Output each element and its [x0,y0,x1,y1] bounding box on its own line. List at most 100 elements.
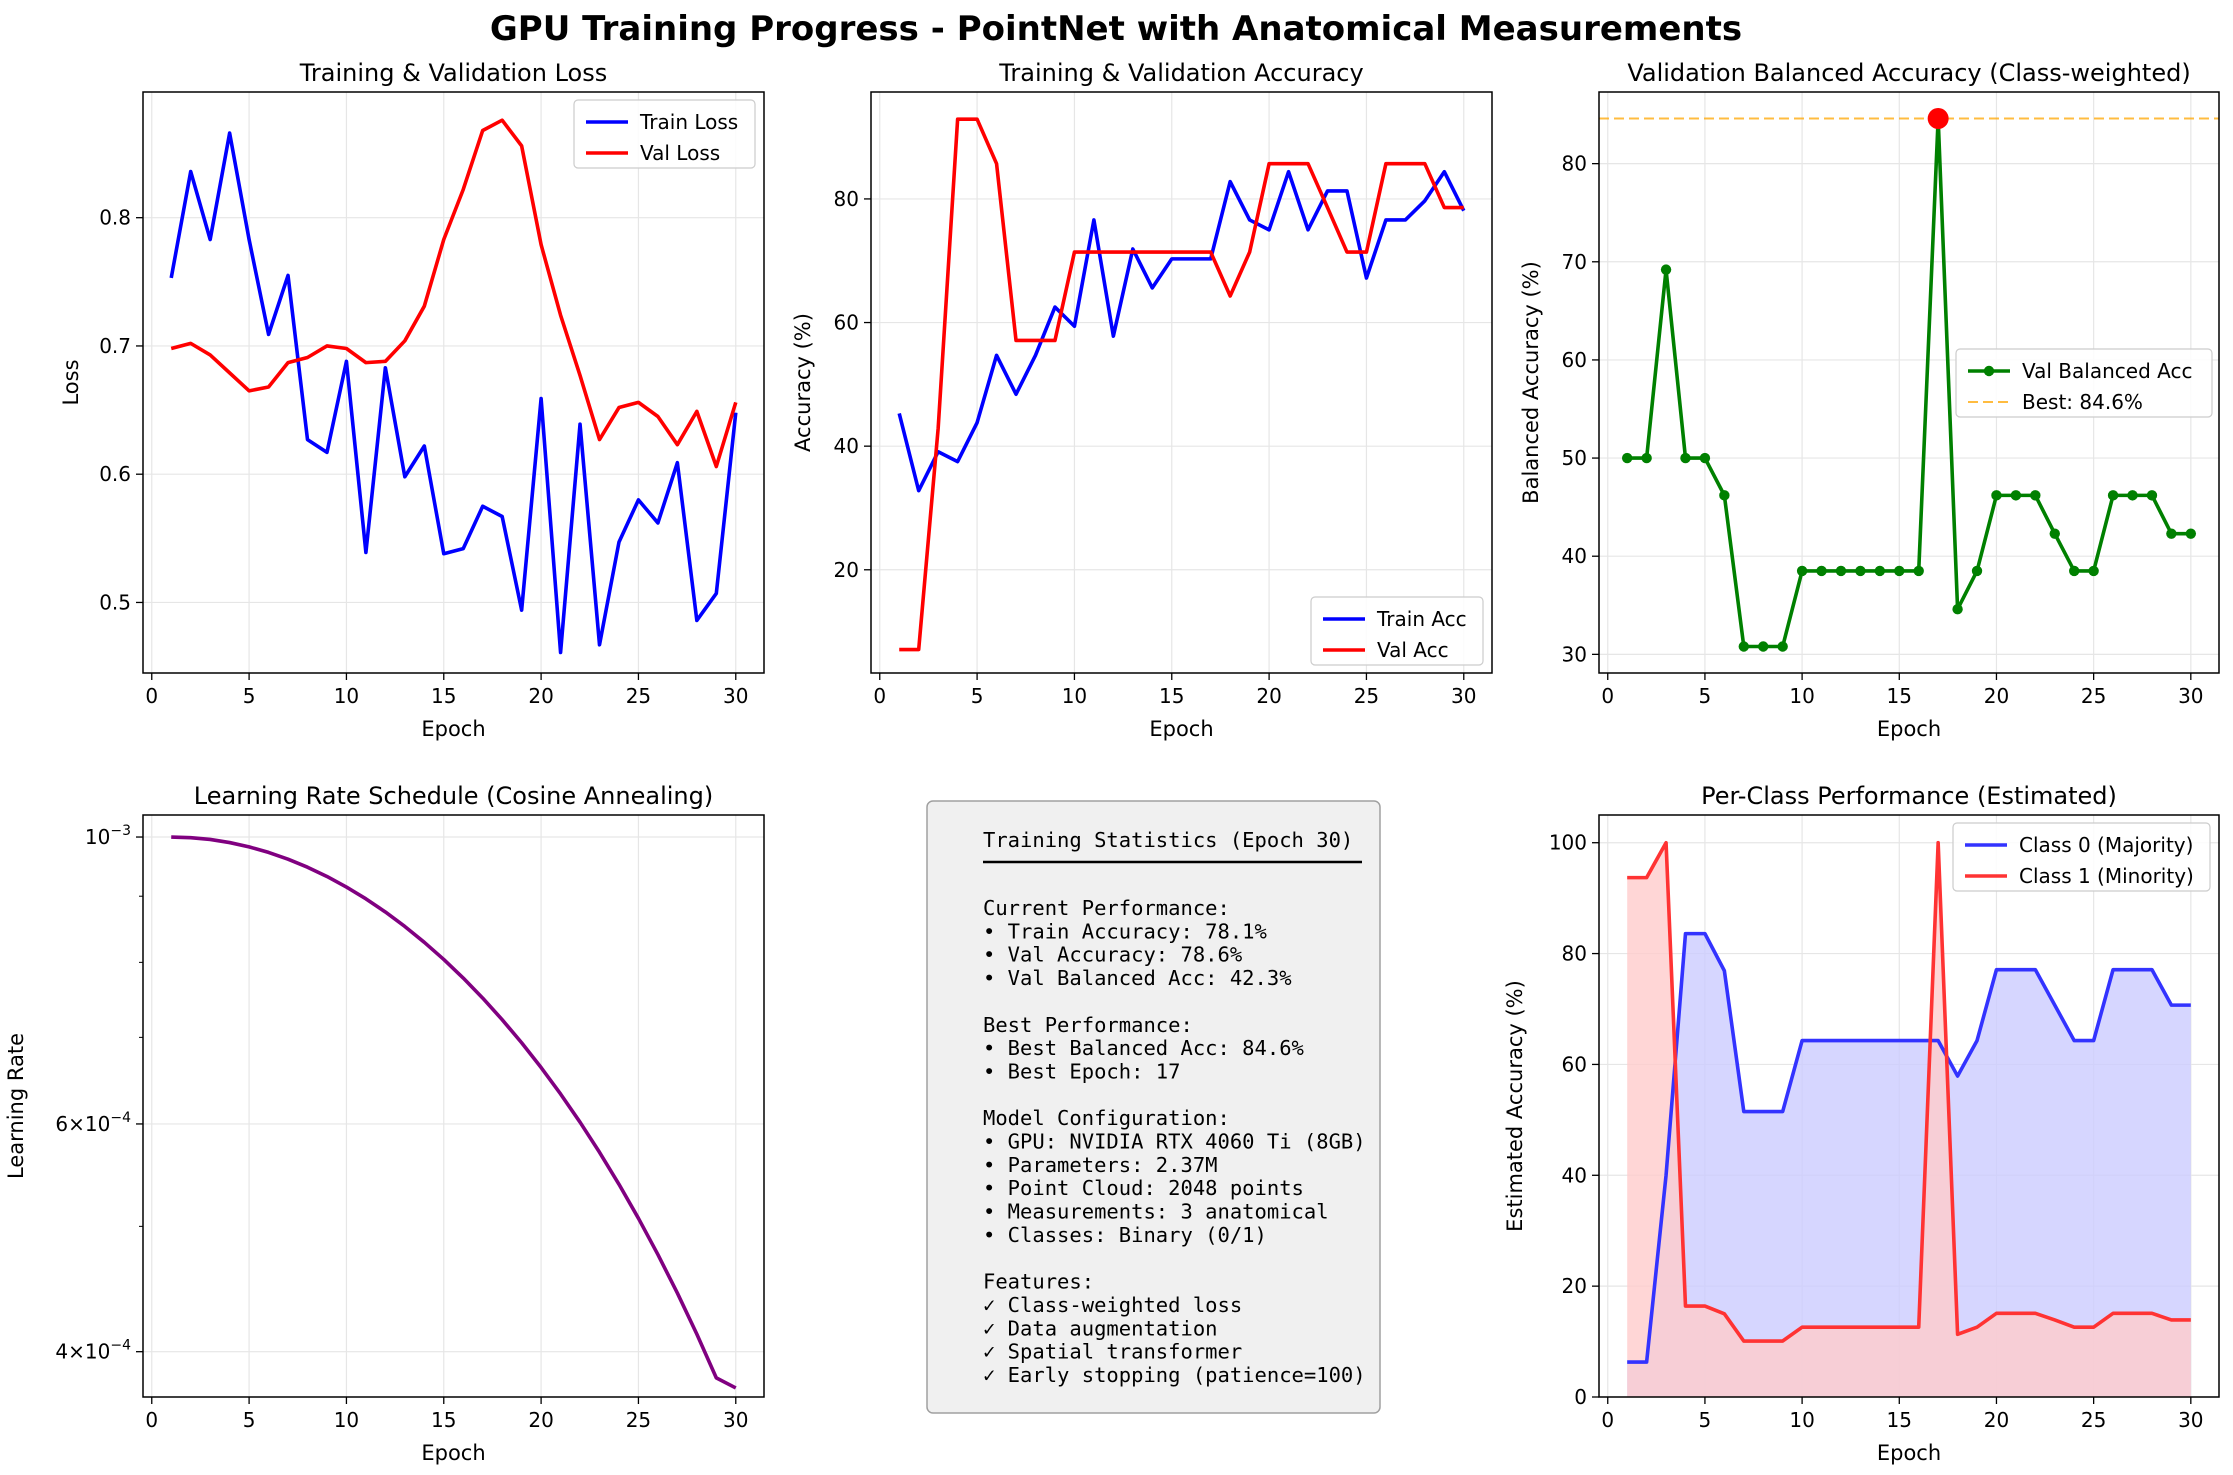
axes-frame [1598,91,2220,674]
training-statistics-panel: Training Statistics (Epoch 30) Current P… [926,800,1381,1414]
data-point [1621,452,1633,464]
x-tick-label: 15 [431,684,456,708]
stats-line: Model Configuration: [983,1106,1230,1130]
stats-line: Best Performance: [983,1013,1193,1037]
grid [871,92,1492,673]
data-point [2030,490,2041,501]
series-line-1 [1627,840,2191,1343]
x-tick-label: 0 [1601,684,1614,708]
stats-line: • Val Balanced Acc: 42.3% [983,966,1292,990]
stats-line: ✓ Spatial transformer [983,1340,1242,1364]
data-point [1699,452,1711,464]
legend: Train Acc Val Acc [1310,596,1484,666]
stats-line: • Parameters: 2.37M [983,1153,1218,1177]
y-tick-label: 70 [1562,250,1587,274]
x-tick-label: 10 [1789,1408,1814,1432]
y-tick-base: 4×10 [55,1340,110,1364]
legend-label: Class 1 (Minority) [2019,864,2194,888]
legend-marker [1983,365,1995,377]
x-tick-label: 30 [723,1408,748,1432]
y-tick-label: 0.7 [99,334,131,358]
chart-title: Validation Balanced Accuracy (Class-weig… [1627,59,2190,87]
data-point [1874,565,1886,577]
data-point [1952,604,1963,615]
data-point [1758,641,1769,652]
y-tick-label: 20 [834,558,859,582]
legend-label: Train Loss [639,110,738,134]
area-class-0 [1627,933,2191,1397]
data-point [2185,528,2197,539]
x-tick-label: 0 [1601,1408,1614,1432]
legend-label: Class 0 (Majority) [2019,833,2193,857]
data-point [1641,452,1652,464]
y-tick-exponent: −4 [110,1110,131,1126]
legend: Class 0 (Majority) Class 1 (Minority) [1952,822,2211,892]
legend-label: Val Loss [640,141,720,165]
area-class-1 [1627,842,2191,1397]
series-line-0 [1627,931,2191,1364]
y-tick-exponent: −4 [110,1338,131,1354]
data-point [2010,490,2022,501]
data-point [1913,565,1924,577]
x-tick-label: 5 [243,1408,256,1432]
y-axis-label: Learning Rate [4,1033,28,1179]
x-tick-label: 10 [334,684,359,708]
y-tick-label: 0.5 [99,590,131,614]
x-tick-label: 25 [1354,684,1379,708]
stats-line: ✓ Data augmentation [983,1316,1218,1340]
legend: Train Loss Val Loss [573,99,756,169]
x-tick-label: 20 [528,1408,553,1432]
stats-line: Current Performance: [983,896,1230,920]
chart-title: Learning Rate Schedule (Cosine Annealing… [194,782,713,810]
stats-lines: Current Performance:• Train Accuracy: 78… [983,896,1366,1387]
y-axis-label: Accuracy (%) [791,313,815,452]
data-point [2049,528,2060,539]
best-point-marker [1927,107,1949,129]
data-point [2146,490,2158,501]
axes-frame [142,91,765,674]
y-tick-base: 6×10 [55,1112,110,1136]
y-axis-label: Loss [59,359,83,405]
y-axis-label: Balanced Accuracy (%) [1519,261,1543,504]
legend-label: Train Acc [1376,607,1467,631]
stats-line: ✓ Early stopping (patience=100) [983,1363,1366,1387]
y-tick-label: 80 [1562,152,1587,176]
y-axis-label: Estimated Accuracy (%) [1503,980,1527,1232]
accuracy-chart: 0 5 10 15 20 25 30 20 40 60 80 Training & Validatio… [791,59,1493,741]
y-tick-label: 20 [1562,1274,1587,1298]
stats-box [926,800,1381,1414]
data-point [1971,565,1983,577]
y-tick-label: 80 [834,187,859,211]
x-tick-label: 15 [1159,684,1184,708]
series-line-0 [1627,116,2191,649]
y-tick-label: 0.8 [99,206,131,230]
y-tick-label: 4×10−4 [55,1338,131,1364]
y-tick-label: 6×10−4 [55,1110,131,1136]
chart-title: Training & Validation Accuracy [998,59,1363,87]
data-point [1816,565,1827,577]
legend: Val Balanced Acc Best: 84.6% [1955,348,2213,418]
balanced-accuracy-chart: 0 5 10 15 20 25 30 30 40 50 60 70 80 Validation Balan… [1519,59,2220,741]
x-tick-label: 5 [1699,1408,1712,1432]
axes-frame [142,814,765,1398]
chart-title: Per-Class Performance (Estimated) [1701,782,2117,810]
data-point [1991,490,2002,501]
y-tick-base: 10 [85,825,110,849]
x-tick-label: 25 [626,684,651,708]
x-tick-label: 30 [2178,1408,2203,1432]
x-tick-label: 25 [2081,684,2106,708]
y-tick-exponent: −3 [110,823,131,839]
x-tick-label: 5 [971,684,984,708]
x-tick-label: 5 [1699,684,1712,708]
stats-line: • GPU: NVIDIA RTX 4060 Ti (8GB) [983,1130,1366,1154]
series-line-0 [897,169,1466,493]
legend-label: Val Balanced Acc [2022,359,2192,383]
chart-title: Training & Validation Loss [299,59,607,87]
y-tick-label: 80 [1562,942,1587,966]
series-line-0 [171,835,737,1390]
x-tick-label: 0 [145,1408,158,1432]
x-tick-label: 5 [243,684,256,708]
legend-box [1952,822,2211,892]
y-tick-label: 10−3 [85,823,131,849]
